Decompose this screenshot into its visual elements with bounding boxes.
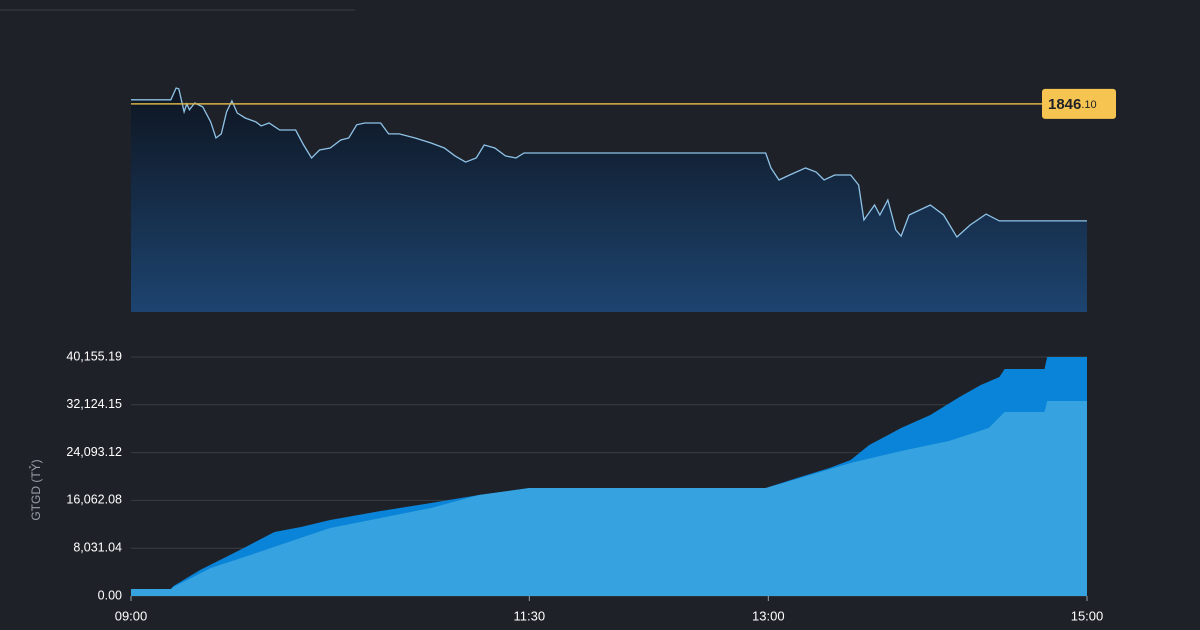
- x-tick-label: 15:00: [1071, 608, 1104, 623]
- y-tick-label: 40,155.19: [66, 349, 122, 363]
- y-tick-label: 8,031.04: [73, 540, 122, 554]
- y-tick-label: 32,124.15: [66, 397, 122, 411]
- reference-label: 1846.10: [1048, 96, 1097, 113]
- reference-label-int: 1846: [1048, 96, 1081, 113]
- price-line: [131, 87, 1087, 239]
- x-tick-label: 13:00: [752, 608, 785, 623]
- y-tick-label: 16,062.08: [66, 493, 122, 507]
- reference-label-dec: .10: [1081, 99, 1096, 111]
- y-tick-label: 0.00: [98, 588, 122, 602]
- price-area: [131, 88, 1087, 312]
- value-area: [131, 401, 1087, 596]
- x-tick-label: 11:30: [514, 608, 546, 623]
- y-tick-label: 24,093.12: [66, 445, 122, 459]
- x-tick-label: 09:00: [115, 608, 148, 623]
- reference-label-box: [1042, 88, 1116, 119]
- y-axis-label: GTGD (TỶ): [28, 459, 43, 520]
